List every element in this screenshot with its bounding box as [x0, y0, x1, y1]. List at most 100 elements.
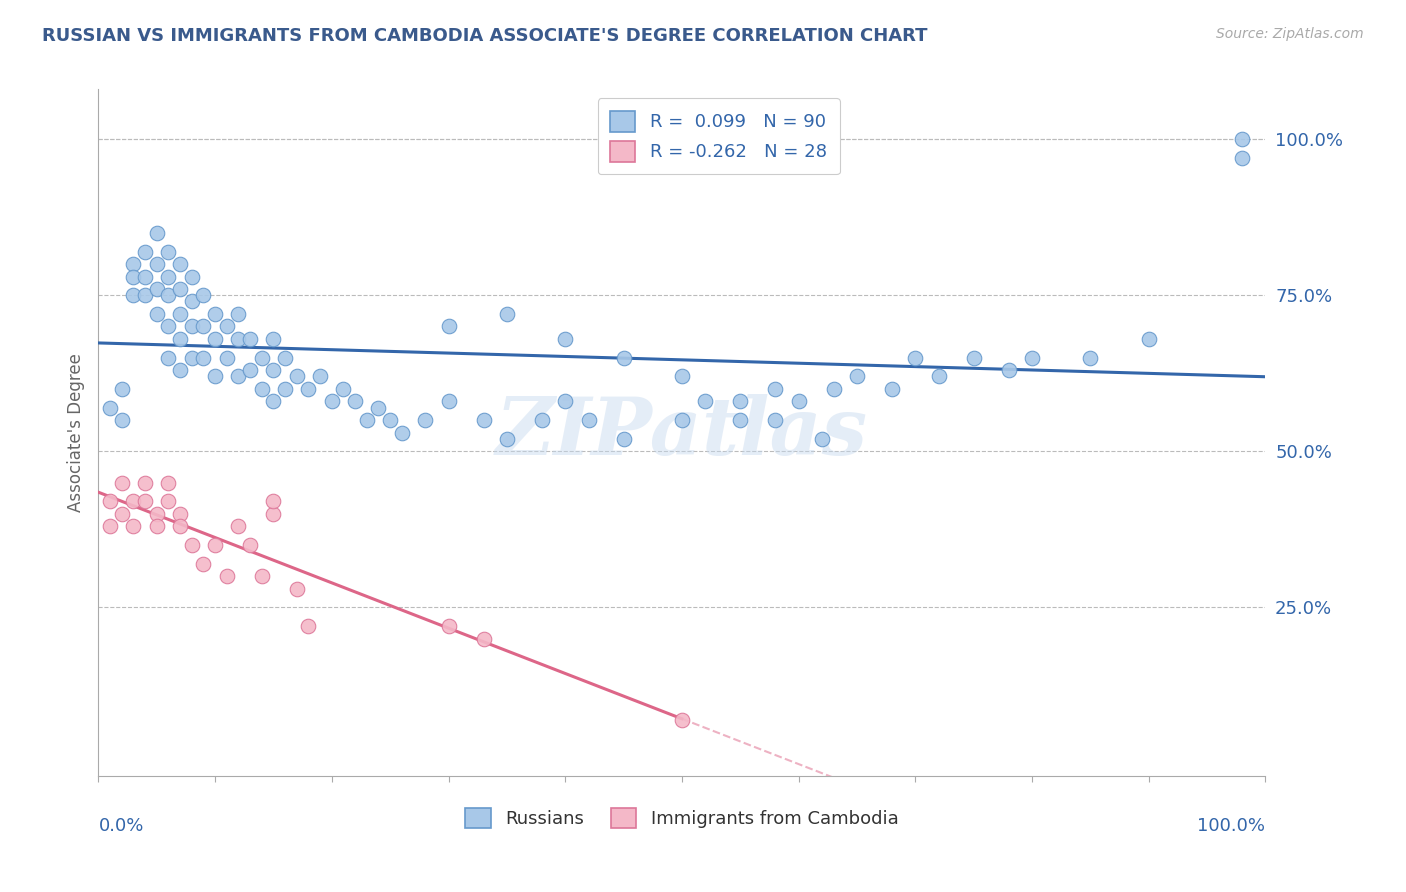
- Russians: [846, 369, 869, 384]
- Russians: [262, 332, 284, 346]
- Russians: [215, 351, 238, 365]
- Russians: [823, 382, 845, 396]
- Text: Source: ZipAtlas.com: Source: ZipAtlas.com: [1216, 27, 1364, 41]
- Russians: [1137, 332, 1160, 346]
- Immigrants from Cambodia: [228, 519, 250, 533]
- Russians: [332, 382, 354, 396]
- Russians: [928, 369, 950, 384]
- Russians: [671, 413, 693, 427]
- Immigrants from Cambodia: [262, 494, 284, 508]
- Russians: [239, 363, 262, 377]
- Russians: [122, 288, 145, 302]
- Russians: [193, 288, 215, 302]
- Russians: [180, 351, 202, 365]
- Russians: [554, 332, 576, 346]
- Immigrants from Cambodia: [134, 494, 156, 508]
- Russians: [613, 432, 636, 446]
- Russians: [169, 257, 191, 271]
- Y-axis label: Associate's Degree: Associate's Degree: [66, 353, 84, 512]
- Russians: [228, 369, 250, 384]
- Immigrants from Cambodia: [157, 494, 180, 508]
- Russians: [730, 394, 752, 409]
- Russians: [169, 363, 191, 377]
- Russians: [530, 413, 553, 427]
- Russians: [157, 319, 180, 334]
- Russians: [204, 369, 226, 384]
- Immigrants from Cambodia: [169, 519, 191, 533]
- Immigrants from Cambodia: [262, 507, 284, 521]
- Russians: [344, 394, 367, 409]
- Russians: [134, 288, 156, 302]
- Russians: [763, 382, 786, 396]
- Russians: [880, 382, 903, 396]
- Russians: [169, 307, 191, 321]
- Russians: [111, 382, 134, 396]
- Legend: Russians, Immigrants from Cambodia: Russians, Immigrants from Cambodia: [458, 800, 905, 836]
- Russians: [496, 432, 519, 446]
- Russians: [250, 382, 273, 396]
- Immigrants from Cambodia: [98, 519, 121, 533]
- Russians: [180, 269, 202, 284]
- Russians: [157, 269, 180, 284]
- Russians: [111, 413, 134, 427]
- Russians: [763, 413, 786, 427]
- Immigrants from Cambodia: [122, 494, 145, 508]
- Russians: [472, 413, 495, 427]
- Russians: [1230, 151, 1253, 165]
- Russians: [228, 307, 250, 321]
- Russians: [157, 288, 180, 302]
- Russians: [437, 394, 460, 409]
- Immigrants from Cambodia: [98, 494, 121, 508]
- Immigrants from Cambodia: [146, 519, 169, 533]
- Russians: [356, 413, 378, 427]
- Russians: [730, 413, 752, 427]
- Russians: [811, 432, 834, 446]
- Russians: [904, 351, 927, 365]
- Russians: [204, 307, 226, 321]
- Russians: [122, 269, 145, 284]
- Russians: [413, 413, 436, 427]
- Russians: [122, 257, 145, 271]
- Russians: [1230, 132, 1253, 146]
- Russians: [437, 319, 460, 334]
- Russians: [98, 401, 121, 415]
- Russians: [180, 294, 202, 309]
- Immigrants from Cambodia: [285, 582, 308, 596]
- Russians: [613, 351, 636, 365]
- Russians: [554, 394, 576, 409]
- Immigrants from Cambodia: [239, 538, 262, 552]
- Russians: [321, 394, 343, 409]
- Immigrants from Cambodia: [122, 519, 145, 533]
- Russians: [146, 226, 169, 240]
- Russians: [157, 244, 180, 259]
- Russians: [134, 269, 156, 284]
- Russians: [297, 382, 319, 396]
- Immigrants from Cambodia: [146, 507, 169, 521]
- Immigrants from Cambodia: [297, 619, 319, 633]
- Russians: [262, 394, 284, 409]
- Immigrants from Cambodia: [180, 538, 202, 552]
- Russians: [204, 332, 226, 346]
- Russians: [578, 413, 600, 427]
- Russians: [169, 282, 191, 296]
- Russians: [239, 332, 262, 346]
- Russians: [146, 257, 169, 271]
- Russians: [250, 351, 273, 365]
- Russians: [228, 332, 250, 346]
- Russians: [262, 363, 284, 377]
- Immigrants from Cambodia: [437, 619, 460, 633]
- Russians: [146, 282, 169, 296]
- Russians: [169, 332, 191, 346]
- Russians: [391, 425, 413, 440]
- Russians: [496, 307, 519, 321]
- Immigrants from Cambodia: [111, 475, 134, 490]
- Immigrants from Cambodia: [204, 538, 226, 552]
- Russians: [997, 363, 1019, 377]
- Russians: [309, 369, 332, 384]
- Russians: [380, 413, 402, 427]
- Immigrants from Cambodia: [134, 475, 156, 490]
- Russians: [787, 394, 810, 409]
- Russians: [962, 351, 984, 365]
- Immigrants from Cambodia: [250, 569, 273, 583]
- Immigrants from Cambodia: [157, 475, 180, 490]
